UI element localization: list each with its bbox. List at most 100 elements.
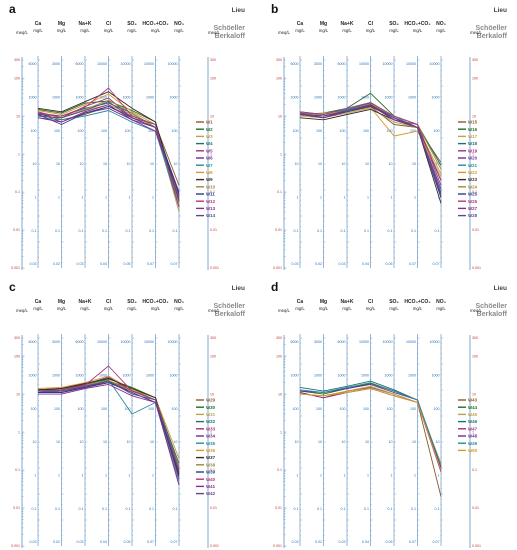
column-tick-label: 0.1 (388, 507, 393, 511)
series-line-W37 (37, 377, 180, 477)
column-tick-label: 0.1 (79, 229, 84, 233)
meq-tick-label-right: 10 (210, 392, 214, 396)
column-tick-label: 0.1 (149, 229, 154, 233)
column-tick-label: 3000 (52, 62, 60, 66)
meq-tick-label-right: 0.01 (210, 506, 217, 510)
column-header: Cl (106, 299, 112, 305)
meq-tick-label-left: 100 (14, 354, 20, 358)
column-tick-label: 1000 (361, 96, 369, 100)
column-tick-label: 0.1 (294, 507, 299, 511)
legend-label: W22 (468, 170, 478, 175)
column-tick-label: 10000 (406, 62, 416, 66)
legend-label: W2 (206, 127, 213, 132)
column-unit: mg/L (127, 306, 137, 311)
legend-label: W16 (468, 127, 478, 132)
column-tick-label: 10000 (97, 340, 107, 344)
column-tick-label: 1000 (361, 374, 369, 378)
column-tick-label: 100 (172, 407, 178, 411)
column-tick-label: 10000 (144, 62, 154, 66)
column-unit: mg/L (174, 306, 184, 311)
column-tick-label: 0.03 (292, 262, 299, 266)
column-tick-label: 100 (54, 129, 60, 133)
legend-label: W1 (206, 120, 213, 125)
column-header: Mg (320, 299, 327, 305)
column-tick-label: 10 (33, 440, 37, 444)
column-tick-label: 1000 (338, 96, 346, 100)
meq-tick-label-right: 100 (472, 354, 478, 358)
column-tick-label: 0.07 (147, 540, 154, 544)
column-unit: mg/L (413, 306, 423, 311)
method-label-2: Berkaloff (215, 33, 246, 40)
column-header: Mg (58, 299, 65, 305)
legend-label: W37 (206, 455, 216, 460)
column-tick-label: 10000 (383, 340, 393, 344)
column-tick-label: 10000 (406, 340, 416, 344)
meq-tick-label-left: 0.01 (13, 506, 20, 510)
series-line-W41 (38, 383, 180, 486)
legend-label: W35 (206, 441, 216, 446)
meq-tick-label-left: 10 (16, 392, 20, 396)
legend-label: W49 (468, 441, 478, 446)
column-tick-label: 6000 (76, 62, 84, 66)
series-line-W26 (299, 101, 442, 181)
meq-tick-label-left: 10 (16, 114, 20, 118)
meq-tick-label-right: 1 (472, 152, 474, 156)
series-line-W12 (37, 87, 180, 208)
column-header: HCO₃+CO₃ (404, 299, 431, 305)
meq-tick-label-left: 300 (14, 336, 20, 340)
column-tick-label: 10 (150, 440, 154, 444)
column-tick-label: 1000 (52, 374, 60, 378)
column-unit: mg/L (80, 306, 90, 311)
column-tick-label: 10 (56, 440, 60, 444)
legend-label: W25 (468, 192, 478, 197)
column-tick-label: 1 (438, 196, 440, 200)
meq-tick-label-left: 0.001 (11, 266, 20, 270)
column-tick-label: 0.05 (386, 540, 393, 544)
column-unit: mg/L (295, 306, 305, 311)
column-tick-label: 0.02 (53, 540, 60, 544)
legend-label: W3 (206, 134, 213, 139)
legend-label: W6 (206, 156, 213, 161)
legend-label: W42 (206, 491, 216, 496)
meq-tick-label-right: 0.1 (472, 468, 477, 472)
column-tick-label: 100 (316, 407, 322, 411)
column-tick-label: 100 (125, 407, 131, 411)
column-header: Ca (297, 21, 304, 27)
column-tick-label: 1000 (29, 96, 37, 100)
series-line-W42 (38, 380, 180, 472)
column-tick-label: 100 (125, 129, 131, 133)
legend-label: W7 (206, 163, 213, 168)
column-unit: mg/L (57, 306, 67, 311)
meq-tick-label-left: 10 (278, 114, 282, 118)
meq-axis-title-left: meq/L (278, 308, 290, 313)
column-tick-label: 100 (78, 129, 84, 133)
column-tick-label: 10 (56, 162, 60, 166)
meq-tick-label-left: 0.1 (15, 190, 20, 194)
column-tick-label: 10000 (121, 62, 131, 66)
column-tick-label: 0.1 (341, 507, 346, 511)
column-tick-label: 1 (58, 196, 60, 200)
panel-letter: c (9, 280, 16, 294)
meq-tick-label-left: 10 (278, 392, 282, 396)
legend-label: W32 (206, 419, 216, 424)
column-tick-label: 1 (367, 196, 369, 200)
column-tick-label: 0.1 (317, 507, 322, 511)
column-tick-label: 10000 (121, 340, 131, 344)
method-label-2: Berkaloff (215, 311, 246, 318)
meq-tick-label-left: 1 (18, 152, 20, 156)
column-tick-label: 10000 (383, 62, 393, 66)
legend-label: W18 (468, 141, 478, 146)
column-tick-label: 100 (31, 129, 37, 133)
legend-label: W30 (206, 405, 216, 410)
meq-axis-title-right: meq/L (208, 30, 220, 35)
column-tick-label: 0.05 (124, 262, 131, 266)
meq-tick-label-left: 0.001 (273, 266, 282, 270)
panel-letter: b (271, 2, 278, 16)
column-tick-label: 3000 (314, 62, 322, 66)
legend-label: W26 (468, 199, 478, 204)
column-tick-label: 100 (148, 129, 154, 133)
column-tick-label: 0.05 (386, 262, 393, 266)
column-tick-label: 1000 (52, 96, 60, 100)
column-tick-label: 10000 (430, 340, 440, 344)
lieu-label: Lieu (232, 285, 245, 292)
